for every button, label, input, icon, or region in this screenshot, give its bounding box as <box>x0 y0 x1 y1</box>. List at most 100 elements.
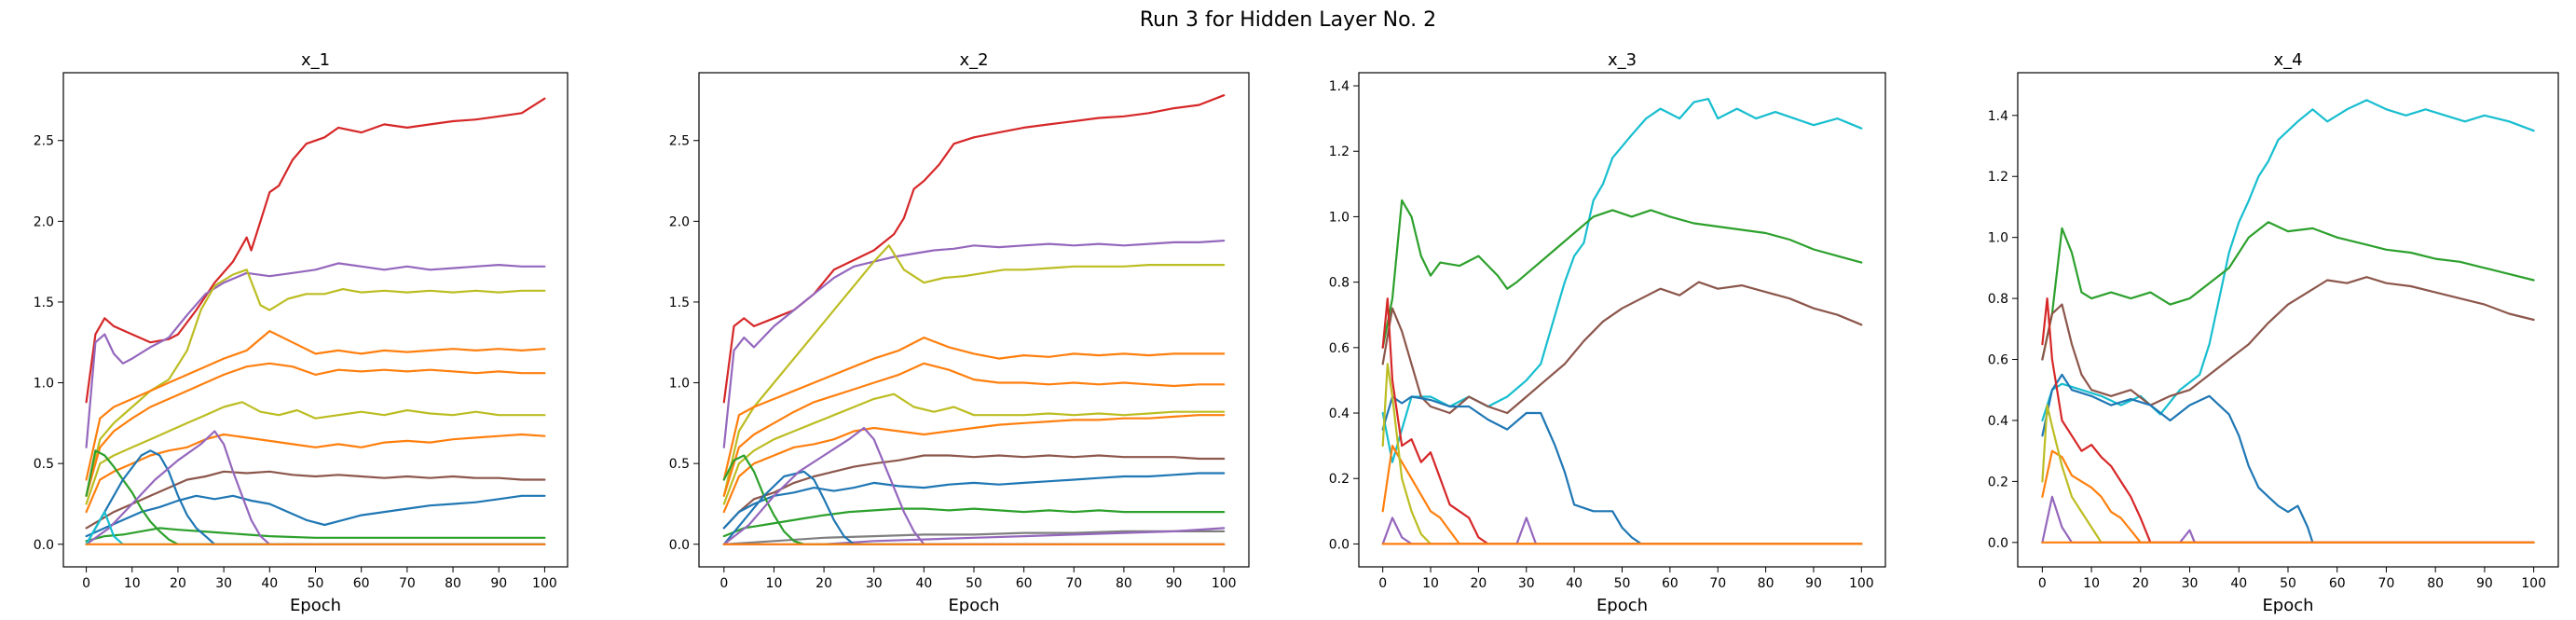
series-group <box>1381 98 1863 545</box>
series-group <box>2041 99 2535 544</box>
series-line-orange-b <box>722 362 1226 497</box>
subplot-title: x_2 <box>959 50 988 70</box>
series-line-green <box>2041 221 2535 361</box>
figure-title: Run 3 for Hidden Layer No. 2 <box>1140 8 1436 32</box>
axes-frame <box>2017 72 2559 568</box>
y-tick-label: 0.6 <box>1988 353 2008 368</box>
x-axis-label: Epoch <box>290 596 341 615</box>
series-line-green-flat <box>722 507 1226 538</box>
y-tick-label: 1.5 <box>34 296 54 310</box>
axes-frame <box>62 72 569 568</box>
x-tick-label: 80 <box>1758 576 1774 591</box>
y-tick-label: 1.4 <box>1988 109 2008 124</box>
y-tick-label: 2.0 <box>669 214 690 229</box>
series-line-red <box>2041 297 2535 544</box>
series-group <box>722 94 1226 545</box>
subplot-4: x_4 0 10 20 30 40 50 60 70 80 90 100 0.0 0.2 0.4 0.6 0.8… <box>1988 50 2559 615</box>
series-line-purple <box>2041 495 2535 544</box>
y-tick-label: 0.0 <box>669 538 690 553</box>
series-line-blue <box>85 494 546 538</box>
subplot-title: x_3 <box>1608 50 1637 70</box>
x-axis-label: Epoch <box>2262 596 2313 615</box>
series-line-olive <box>2041 404 2535 544</box>
series-line-olive-mid <box>722 393 1226 505</box>
y-tick-label: 0.0 <box>1329 537 1350 552</box>
series-line-red <box>85 97 546 404</box>
x-tick-label: 80 <box>1116 576 1132 591</box>
y-tick-label: 2.0 <box>34 214 54 229</box>
y-tick-label: 1.0 <box>1988 231 2008 246</box>
series-line-purple-low <box>722 527 1226 545</box>
series-line-red <box>722 94 1226 404</box>
subplot-3: x_3 0 10 20 30 40 50 60 70 80 90 100 0.0 0.2 0.4 0.6 0.8… <box>1329 50 1886 615</box>
series-line-orange-c <box>722 414 1226 514</box>
series-line-orange-b <box>85 362 546 497</box>
series-line-orange-a <box>85 330 546 481</box>
series-line-green-a <box>85 449 546 545</box>
series-line-purple-hump <box>85 430 546 545</box>
x-tick-label: 60 <box>1662 576 1679 591</box>
x-tick-label: 90 <box>1166 576 1183 591</box>
subplot-1: x_1 0 10 20 30 40 50 60 70 80 90 100 0.0 0.5 1.0 1.5 2.0… <box>34 50 569 615</box>
series-line-brown <box>85 470 546 530</box>
x-axis-label: Epoch <box>1596 596 1648 615</box>
x-tick-label: 20 <box>170 576 186 591</box>
x-tick-label: 50 <box>1614 576 1631 591</box>
y-tick-label: 2.5 <box>34 134 54 149</box>
x-tick-label: 10 <box>1422 576 1439 591</box>
x-tick-label: 0 <box>719 576 728 591</box>
y-tick-label: 2.5 <box>669 134 690 149</box>
series-line-purple <box>85 262 546 448</box>
series-line-blue-hump <box>85 449 546 545</box>
series-group <box>85 97 546 545</box>
series-line-olive <box>1381 363 1863 545</box>
series-line-orange <box>1381 445 1863 545</box>
x-tick-label: 50 <box>966 576 982 591</box>
y-tick-label: 0.0 <box>34 538 54 553</box>
series-line-orange <box>2041 449 2535 544</box>
y-tick-label: 0.4 <box>1329 406 1350 421</box>
x-tick-label: 100 <box>2521 576 2546 591</box>
series-line-green-b <box>85 527 546 543</box>
y-tick-label: 0.5 <box>669 457 690 472</box>
y-tick-label: 0.4 <box>1988 414 2008 429</box>
x-tick-label: 60 <box>1016 576 1033 591</box>
x-tick-label: 70 <box>1065 576 1082 591</box>
x-tick-label: 80 <box>445 576 461 591</box>
x-tick-label: 10 <box>2083 576 2100 591</box>
x-tick-label: 90 <box>1805 576 1822 591</box>
series-line-cyan <box>1381 98 1863 463</box>
x-tick-label: 40 <box>261 576 278 591</box>
x-tick-label: 0 <box>2038 576 2047 591</box>
y-tick-label: 1.0 <box>669 377 690 392</box>
x-tick-label: 60 <box>353 576 370 591</box>
x-tick-label: 20 <box>815 576 832 591</box>
x-tick-label: 70 <box>399 576 416 591</box>
x-tick-label: 50 <box>308 576 324 591</box>
x-tick-label: 10 <box>766 576 783 591</box>
series-line-purple <box>722 240 1226 448</box>
series-line-brown <box>2041 276 2535 406</box>
series-line-grey <box>722 530 1226 545</box>
y-tick-label: 1.2 <box>1988 170 2008 185</box>
y-tick-label: 1.5 <box>669 296 690 310</box>
x-tick-label: 30 <box>215 576 232 591</box>
y-tick-label: 1.0 <box>1329 210 1350 225</box>
y-tick-label: 1.2 <box>1329 145 1350 159</box>
x-tick-label: 70 <box>1709 576 1726 591</box>
subplot-2: x_2 0 10 20 30 40 50 60 70 80 90 100 0.0 0.5 1.0 1.5 2.0… <box>669 50 1250 615</box>
x-tick-label: 100 <box>532 576 557 591</box>
y-tick-label: 0.8 <box>1329 276 1350 291</box>
subplots: x_10 10 20 30 40 50 60 70 80 90 1000.00.51.01.52.0… <box>34 50 2559 615</box>
y-tick-label: 0.8 <box>1988 292 2008 307</box>
x-tick-label: 20 <box>1470 576 1487 591</box>
series-line-olive-top <box>722 244 1226 497</box>
y-tick-label: 0.6 <box>1329 341 1350 356</box>
series-line-purple <box>1381 517 1863 545</box>
subplot-title: x_4 <box>2273 50 2302 70</box>
series-line-purple-hump <box>722 426 1226 545</box>
x-tick-label: 40 <box>1566 576 1583 591</box>
series-line-red <box>1381 297 1863 545</box>
y-tick-label: 0.5 <box>34 457 54 472</box>
series-line-blue-hump <box>722 470 1226 545</box>
